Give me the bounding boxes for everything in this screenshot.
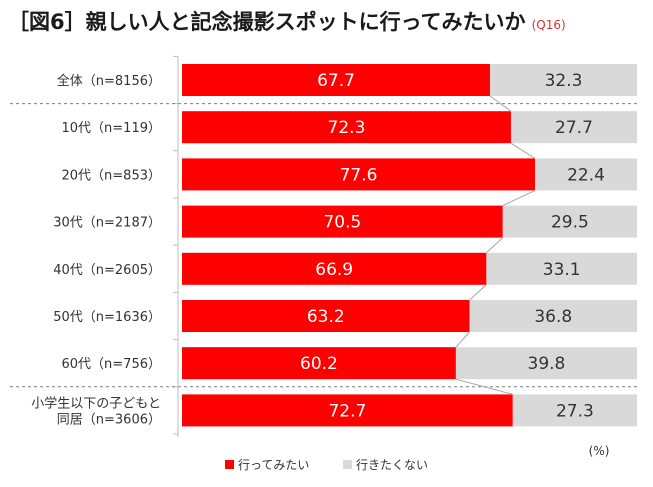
category-label: 同居（n=3606） <box>57 412 161 427</box>
data-label: 29.5 <box>551 213 589 233</box>
data-label: 39.8 <box>528 354 566 374</box>
bar-行ってみたい <box>182 347 456 380</box>
series-connector-line <box>469 284 487 301</box>
category-label: 20代（n=853） <box>62 168 162 183</box>
chart-title-block: ［図6］親しい人と記念撮影スポットに行ってみたいか (Q16) <box>8 6 566 46</box>
bar-行きたくない <box>490 64 637 96</box>
data-label: 32.3 <box>545 71 583 91</box>
bar-行ってみたい <box>182 111 511 144</box>
bar-行ってみたい <box>182 205 503 238</box>
bar-行きたくない <box>469 300 637 332</box>
series-connector-line <box>455 331 470 348</box>
data-label: 70.5 <box>323 213 361 233</box>
question-code: (Q16) <box>531 18 566 32</box>
series-connector-line <box>502 189 536 207</box>
bar-行きたくない <box>486 252 637 285</box>
data-label: 72.3 <box>328 118 366 138</box>
bar-行ってみたい <box>182 252 487 285</box>
data-label: 27.3 <box>556 401 594 421</box>
series-connector-line <box>510 142 536 159</box>
series-connector-line <box>486 237 504 254</box>
bar-行ってみたい <box>182 394 513 427</box>
data-label: 67.7 <box>317 71 355 91</box>
bar-行きたくない <box>535 158 637 191</box>
bar-行ってみたい <box>182 64 491 96</box>
data-label: 63.2 <box>307 307 345 327</box>
chart-title: ［図6］親しい人と記念撮影スポットに行ってみたいか <box>8 10 526 34</box>
legend-swatch <box>343 460 352 469</box>
category-label: 30代（n=2187） <box>53 216 161 231</box>
category-label: 40代（n=2605） <box>53 263 161 278</box>
legend-entry: 行ってみたい <box>238 458 309 472</box>
series-connector-line <box>489 95 512 112</box>
data-label: 36.8 <box>534 307 572 327</box>
category-label: 60代（n=756） <box>62 357 162 372</box>
unit-label: (%) <box>589 444 610 458</box>
bar-行ってみたい <box>182 300 470 332</box>
legend-entry: 行きたくない <box>356 458 428 472</box>
data-label: 66.9 <box>315 260 353 280</box>
data-label: 27.7 <box>555 118 593 138</box>
data-label: 22.4 <box>567 165 605 185</box>
data-label: 60.2 <box>300 354 338 374</box>
bar-行きたくない <box>502 205 637 238</box>
data-label: 77.6 <box>340 165 378 185</box>
bar-行ってみたい <box>182 158 536 191</box>
bar-行きたくない <box>510 111 637 144</box>
category-label: 50代（n=1636） <box>53 310 161 325</box>
bar-行きたくない <box>512 394 637 427</box>
category-label: 10代（n=119） <box>62 121 162 136</box>
data-label: 33.1 <box>543 260 581 280</box>
data-label: 72.7 <box>328 401 366 421</box>
bar-行きたくない <box>455 347 637 380</box>
category-label: 小学生以下の子どもと <box>31 395 161 411</box>
series-connector-line <box>455 378 513 395</box>
legend-swatch <box>225 460 234 469</box>
category-label: 全体（n=8156） <box>57 73 161 89</box>
